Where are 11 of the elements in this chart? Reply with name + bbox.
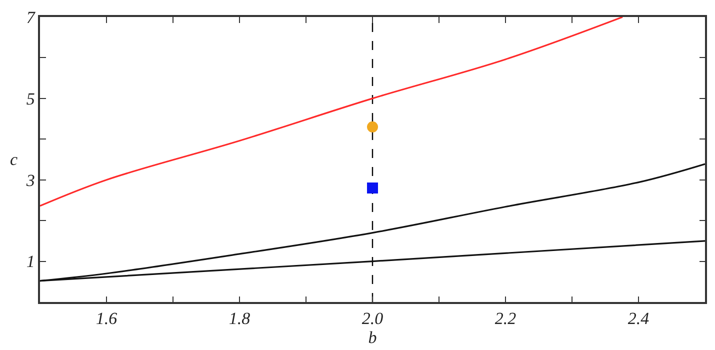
x-tick-label: 2.0 — [362, 309, 384, 328]
x-tick-label: 2.2 — [494, 309, 517, 328]
x-axis-title: b — [368, 328, 377, 348]
x-tick-label: 2.4 — [628, 309, 650, 328]
y-axis-title: c — [10, 150, 18, 169]
y-tick-label: 5 — [26, 89, 35, 108]
x-tick-label: 1.6 — [96, 309, 118, 328]
y-tick-label: 7 — [26, 8, 36, 27]
x-tick-label: 1.8 — [228, 309, 251, 328]
y-tick-label: 1 — [26, 252, 35, 272]
y-tick-label: 3 — [25, 170, 35, 190]
